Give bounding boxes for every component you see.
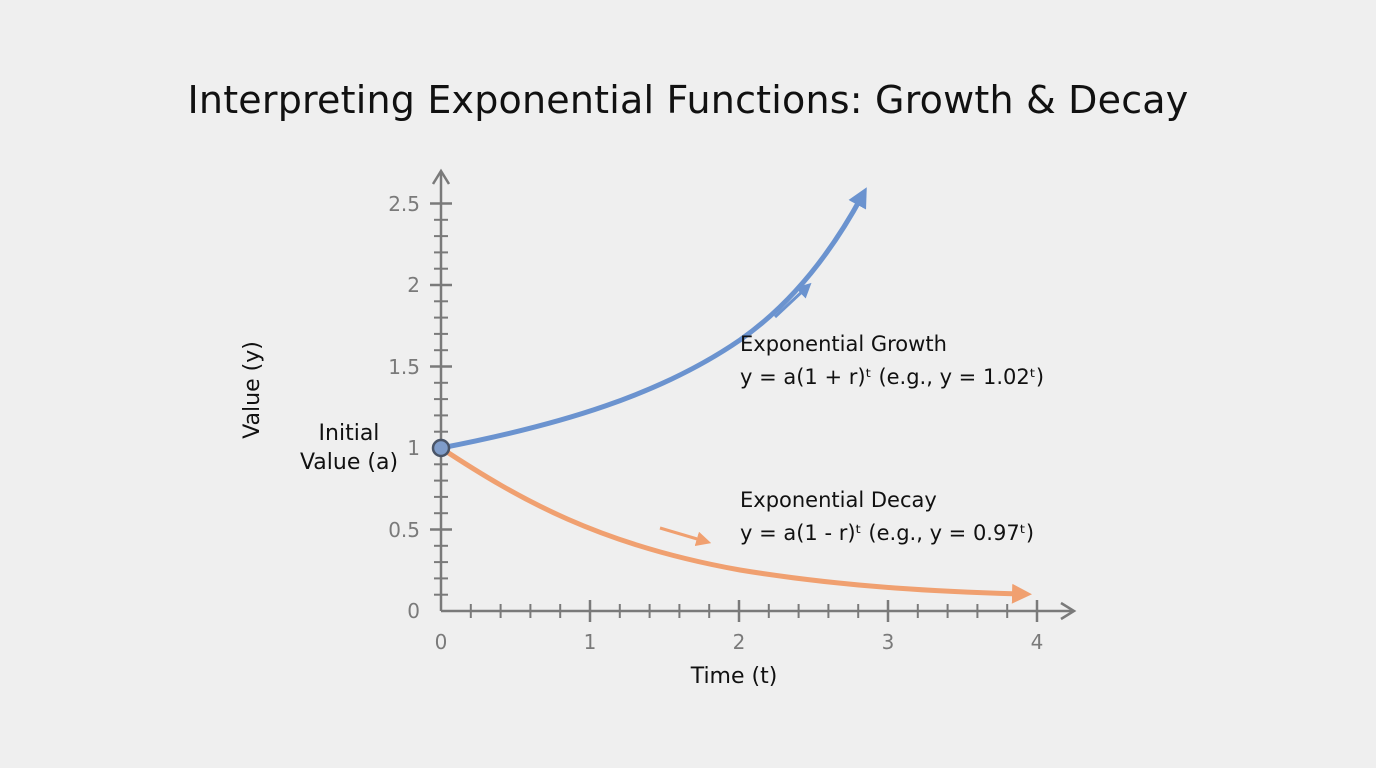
y-tick-label: 1	[407, 436, 420, 460]
y-tick-label: 2.5	[388, 192, 420, 216]
growth-formula: y = a(1 + r)ᵗ (e.g., y = 1.02ᵗ)	[740, 365, 1044, 389]
growth-label: Exponential Growth	[740, 332, 947, 356]
x-axis-title: Time (t)	[690, 664, 778, 689]
y-tick-label: 0.5	[388, 518, 420, 542]
growth-direction-arrow	[773, 282, 812, 319]
initial-value-point	[431, 438, 451, 458]
y-tick-label: 2	[407, 273, 420, 297]
decay-direction-arrow	[659, 526, 712, 547]
y-axis: 0 0.5 1 1.5 2 2.5	[388, 168, 452, 623]
growth-curve	[438, 187, 867, 451]
initial-value-label-line1: Initial	[319, 421, 380, 446]
initial-value-label-line2: Value (a)	[300, 450, 398, 475]
x-tick-label: 1	[584, 630, 597, 654]
decay-curve	[438, 445, 1032, 604]
y-tick-label: 0	[407, 599, 420, 623]
x-tick-label: 0	[435, 630, 448, 654]
chart-title: Interpreting Exponential Functions: Grow…	[187, 78, 1189, 122]
decay-label: Exponential Decay	[740, 488, 937, 512]
y-axis-title: Value (y)	[240, 341, 265, 439]
x-tick-label: 3	[882, 630, 895, 654]
x-tick-label: 2	[733, 630, 746, 654]
x-axis: 0 1 2 3 4	[435, 600, 1077, 654]
decay-formula: y = a(1 - r)ᵗ (e.g., y = 0.97ᵗ)	[740, 521, 1034, 545]
y-tick-label: 1.5	[388, 355, 420, 379]
x-tick-label: 4	[1031, 630, 1044, 654]
